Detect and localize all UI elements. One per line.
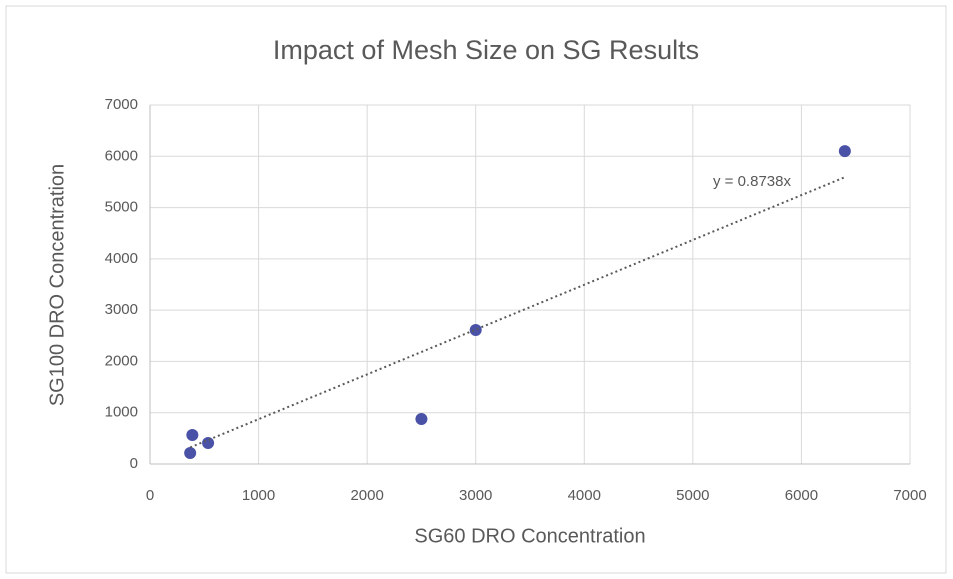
point [202,436,215,449]
x-tick-label: 5000 [676,487,709,504]
point [186,429,199,442]
point [838,145,851,158]
y-tick-label: 7000 [105,96,138,113]
y-tick-label: 3000 [105,301,138,318]
x-tick-label: 3000 [459,487,492,504]
y-tick-label: 4000 [105,250,138,267]
y-tick-label: 1000 [105,404,138,421]
point [469,324,482,337]
x-tick-label: 4000 [568,487,601,504]
trendline-label: y = 0.8738x [713,173,791,190]
point [184,446,197,459]
x-tick-label: 7000 [893,487,926,504]
trendline [189,176,846,449]
x-tick-label: 2000 [350,487,383,504]
y-tick-label: 5000 [105,199,138,216]
point [415,413,428,426]
x-axis-label: SG60 DRO Concentration [414,525,645,547]
y-tick-label: 2000 [105,352,138,369]
x-tick-label: 6000 [785,487,818,504]
x-tick-label: 1000 [242,487,275,504]
y-tick-label: 6000 [105,147,138,164]
y-tick-label: 0 [130,455,138,472]
x-tick-label: 0 [146,487,154,504]
y-axis-label: SG100 DRO Concentration [46,164,68,406]
chart-title: Impact of Mesh Size on SG Results [273,35,699,65]
